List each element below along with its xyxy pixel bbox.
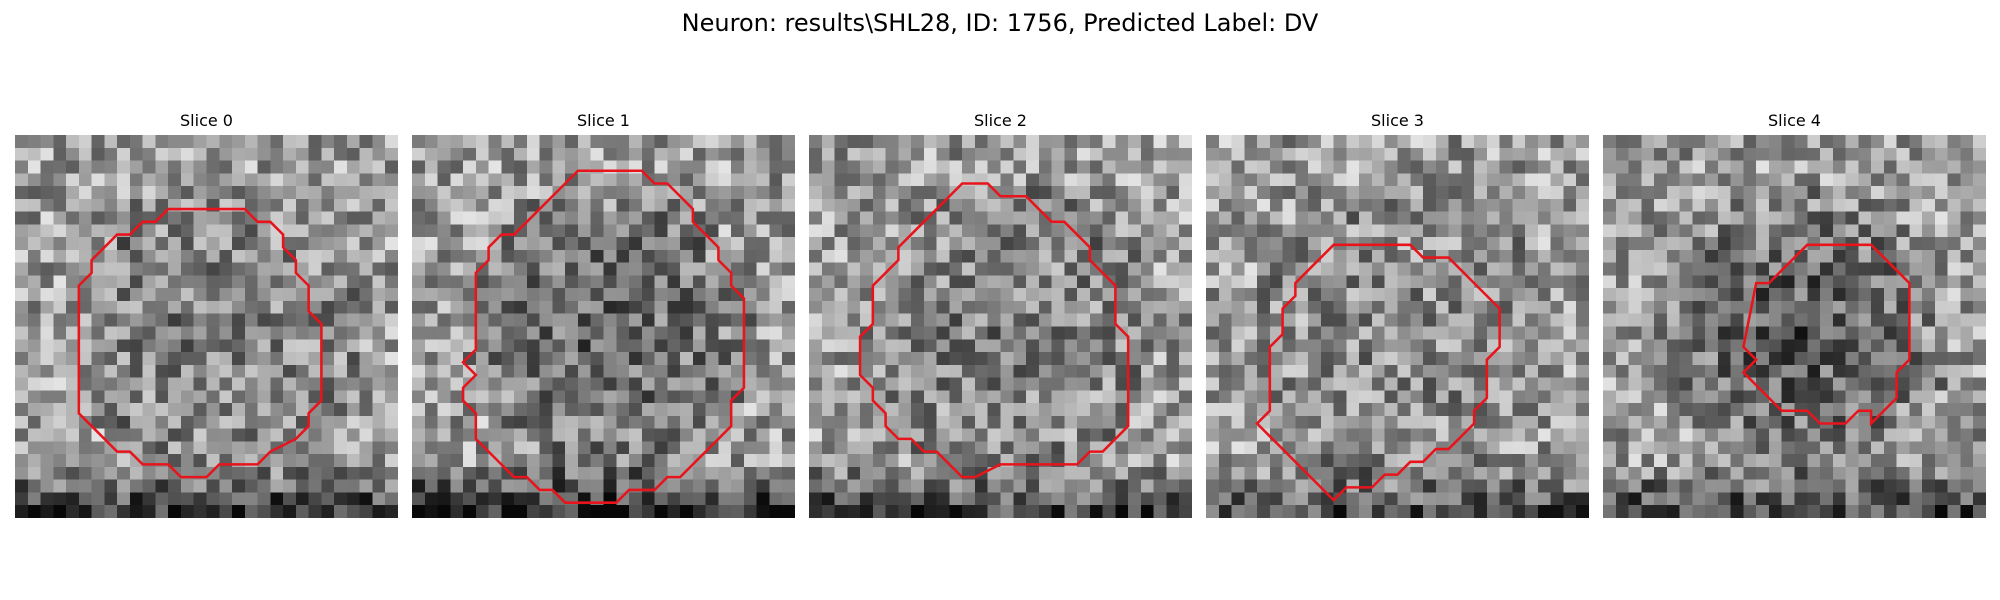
slice-image xyxy=(15,135,398,518)
slice-title: Slice 0 xyxy=(15,110,398,132)
slice-panel-3: Slice 3 xyxy=(1206,110,1589,518)
slice-panel-0: Slice 0 xyxy=(15,110,398,518)
slice-panel-1: Slice 1 xyxy=(412,110,795,518)
figure-title: Neuron: results\SHL28, ID: 1756, Predict… xyxy=(0,8,2000,38)
slice-title: Slice 3 xyxy=(1206,110,1589,132)
slice-image xyxy=(1206,135,1589,518)
slice-image xyxy=(1603,135,1986,518)
slice-panel-4: Slice 4 xyxy=(1603,110,1986,518)
slice-panel-2: Slice 2 xyxy=(809,110,1192,518)
slice-image xyxy=(809,135,1192,518)
slice-title: Slice 4 xyxy=(1603,110,1986,132)
slice-image xyxy=(412,135,795,518)
slice-title: Slice 2 xyxy=(809,110,1192,132)
slice-title: Slice 1 xyxy=(412,110,795,132)
